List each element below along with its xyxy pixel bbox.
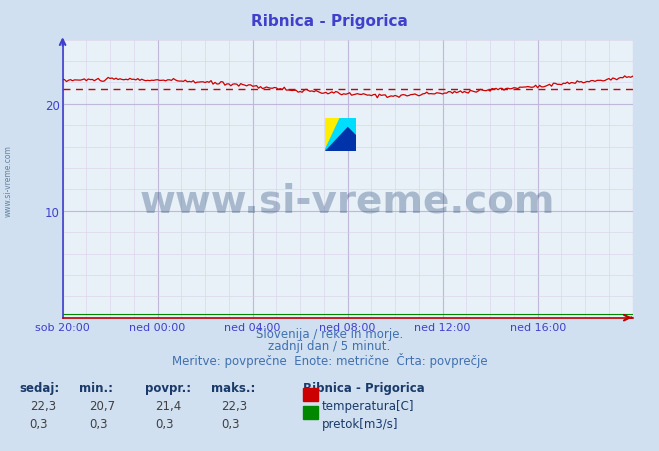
Text: 0,3: 0,3	[30, 417, 48, 430]
Text: www.si-vreme.com: www.si-vreme.com	[140, 183, 556, 221]
Polygon shape	[341, 118, 356, 135]
Polygon shape	[325, 118, 341, 152]
Text: Slovenija / reke in morje.: Slovenija / reke in morje.	[256, 327, 403, 340]
Text: 22,3: 22,3	[221, 399, 247, 412]
Text: 0,3: 0,3	[221, 417, 239, 430]
Text: maks.:: maks.:	[211, 381, 255, 394]
Text: Ribnica - Prigorica: Ribnica - Prigorica	[251, 14, 408, 29]
Text: 0,3: 0,3	[155, 417, 173, 430]
Text: 21,4: 21,4	[155, 399, 181, 412]
Text: zadnji dan / 5 minut.: zadnji dan / 5 minut.	[268, 340, 391, 353]
Text: povpr.:: povpr.:	[145, 381, 191, 394]
Text: www.si-vreme.com: www.si-vreme.com	[3, 144, 13, 216]
Text: sedaj:: sedaj:	[20, 381, 60, 394]
Text: Ribnica - Prigorica: Ribnica - Prigorica	[303, 381, 425, 394]
Text: 0,3: 0,3	[89, 417, 107, 430]
Text: 20,7: 20,7	[89, 399, 115, 412]
Text: 22,3: 22,3	[30, 399, 56, 412]
Polygon shape	[325, 118, 356, 152]
Text: temperatura[C]: temperatura[C]	[322, 399, 414, 412]
Polygon shape	[325, 118, 356, 152]
Text: min.:: min.:	[79, 381, 113, 394]
Text: pretok[m3/s]: pretok[m3/s]	[322, 417, 398, 430]
Text: Meritve: povprečne  Enote: metrične  Črta: povprečje: Meritve: povprečne Enote: metrične Črta:…	[172, 352, 487, 367]
